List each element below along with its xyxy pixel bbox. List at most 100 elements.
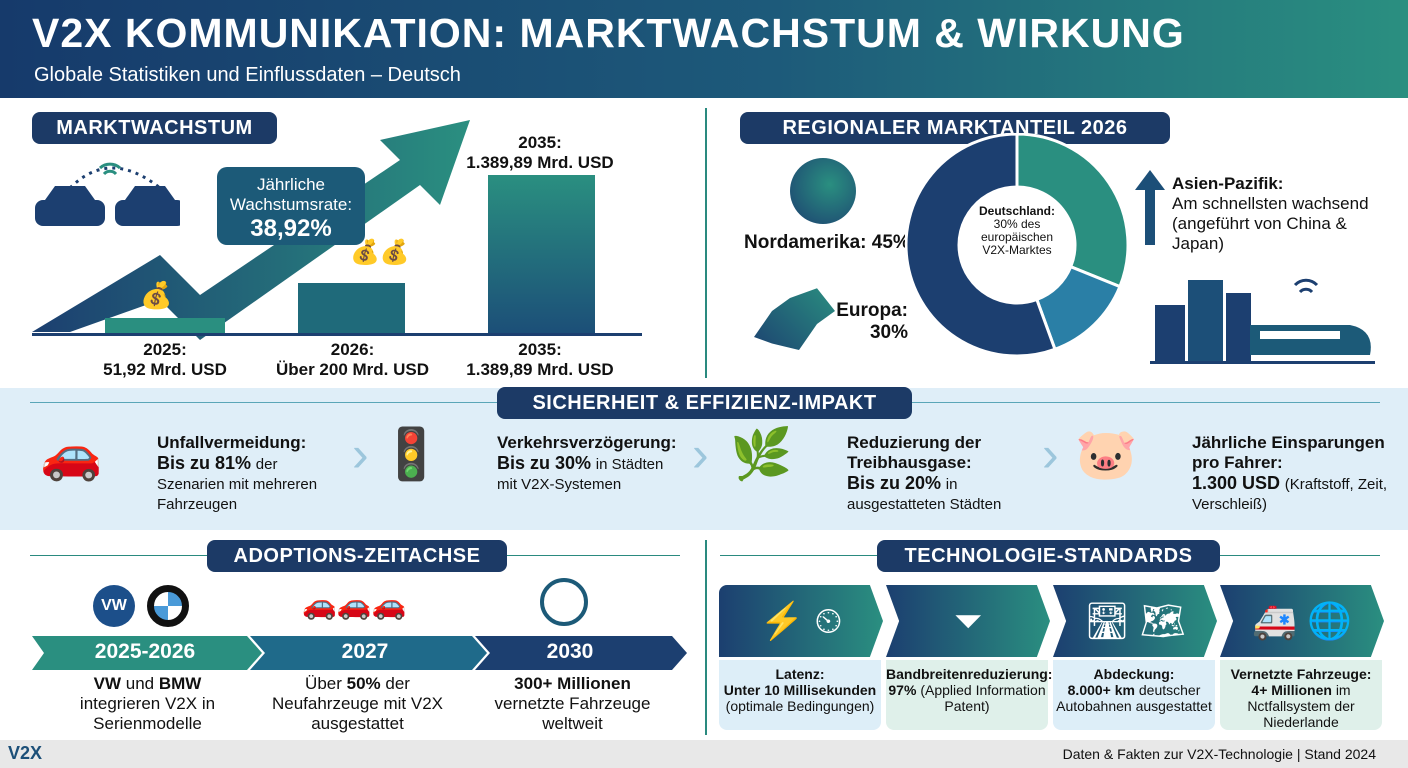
tech-title: Latenz: [775, 666, 825, 682]
impact-title: Verkehrsverzögerung: [497, 433, 677, 452]
bar-year: 2035: [518, 340, 562, 359]
impact-item: Unfallvermeidung: Bis zu 81% der Szenari… [157, 433, 342, 514]
impact-text: in Städten mit V2X-Systemen [497, 456, 664, 493]
bar-year: 2026: [330, 340, 375, 359]
bar-value: 51,92 Mrd. USD [103, 360, 227, 379]
impact-text: (Kraftstoff, Zeit, Verschleiß) [1192, 476, 1388, 513]
bar-label-2026: 2026: Über 200 Mrd. USD [260, 340, 445, 380]
money-bag-icon: 💰 [140, 280, 173, 310]
piggy-bank-icon: 🐷 [1075, 426, 1138, 482]
timeline-bar [32, 636, 687, 670]
cagr-callout: Jährliche Wachstumsrate: 38,92% [217, 167, 365, 245]
bar-2035 [488, 175, 595, 333]
tech-text: (optimale Bedingungen) [725, 698, 875, 714]
europe-map-icon [754, 288, 835, 350]
bar-label-2025: 2025: 51,92 Mrd. USD [80, 340, 250, 380]
tech-text: deutscher Autobahnen ausgestattet [1056, 682, 1212, 714]
chevron-right-icon: › [1042, 426, 1059, 482]
impact-item: Reduzierung der Treibhausgase: Bis zu 20… [847, 433, 1032, 514]
text: Über [305, 674, 347, 693]
tech-title: Bandbreitenreduzierung: [886, 666, 1053, 682]
timeline-step-text: Über 50% der Neufahrzeuge mit V2X ausgest… [265, 674, 450, 734]
cagr-value: 38,92% [250, 215, 332, 242]
asia-text: Am schnellsten wachsend (angeführt von C… [1172, 194, 1369, 253]
v2x-logo: V2X [8, 743, 43, 763]
bar-2025 [105, 318, 225, 333]
bar-value: Über 200 Mrd. USD [275, 360, 430, 379]
page-subtitle: Globale Statistiken und Einflussdaten – … [34, 64, 461, 86]
growth-arrow-icon [32, 120, 470, 340]
impact-item: Jährliche Einsparungen pro Fahrer: 1.300… [1192, 433, 1407, 514]
germany-text: 30% des europäischen V2X-Marktes [980, 217, 1054, 257]
car-shield-icon: 🚗 [40, 426, 103, 482]
impact-title: Unfallvermeidung: [157, 433, 307, 452]
tech-card: Latenz: Unter 10 Millisekunden (optimale… [719, 660, 881, 730]
timeline-step-text: 300+ Millionen vernetzte Fahrzeuge weltwe… [480, 674, 665, 734]
text: Neufahrzeuge mit V2X ausgestattet [271, 694, 444, 733]
asia-label: Asien-Pazifik: Am schnellsten wachsend (… [1172, 174, 1382, 254]
bar-value: 1.389,89 Mrd. USD [466, 360, 614, 379]
tech-icon: 🚑 🌐 [1220, 585, 1384, 657]
bold-text: VW [93, 674, 122, 693]
text: integrieren V2X in Serienmodelle [79, 694, 216, 733]
money-bags-icon: 💰💰 [350, 239, 410, 266]
timeline-step-label: 2025-2026 [94, 640, 196, 663]
divider [705, 108, 707, 378]
donut-chart [905, 133, 1130, 358]
tech-value: 8.000+ km [1067, 682, 1135, 698]
divider [705, 540, 707, 735]
cars-network-icon: 🚗🚗🚗 [302, 589, 407, 620]
text: vernetzte Fahrzeuge weltweit [494, 694, 651, 733]
vw-logo-icon: VW [93, 585, 135, 627]
bold-text: 50% [346, 674, 381, 693]
globe-icon [790, 158, 856, 224]
chevron-right-icon: › [352, 426, 369, 482]
text: und [121, 674, 159, 693]
impact-title: Jährliche Einsparungen pro Fahrer: [1192, 433, 1385, 472]
germany-label: Deutschland: 30% des europäischen V2X-Ma… [967, 205, 1067, 257]
impact-value: 1.300 USD [1192, 473, 1281, 493]
bar-label-2035: 2035: 1.389,89 Mrd. USD [455, 340, 625, 380]
tech-icon: 🛣 🗺 [1053, 585, 1217, 657]
timeline-step-text: VW und BMW integrieren V2X in Serienmodel… [55, 674, 240, 734]
footer: V2X Daten & Fakten zur V2X-Technologie |… [0, 740, 1408, 768]
europe-value: 30% [869, 322, 908, 343]
tech-value: 4+ Millionen [1251, 682, 1332, 698]
chevron-right-icon: › [692, 426, 709, 482]
tech-icon: ⏷ [886, 585, 1050, 657]
slice-asia [1015, 133, 1130, 289]
impact-text: in ausgestatteten Städten [847, 476, 1002, 513]
bmw-logo-icon [147, 585, 189, 627]
impact-item: Verkehrsverzögerung: Bis zu 30% in Städt… [497, 433, 682, 494]
top-label: 2035: 1.389,89 Mrd. USD [455, 133, 625, 173]
slice-north-america [905, 133, 1057, 358]
tech-card: Abdeckung: 8.000+ km deutscher Autobahne… [1053, 660, 1215, 730]
top-label-year: 2035: [518, 133, 562, 152]
clock-traffic-light-icon: 🚦 [380, 426, 443, 482]
adoption-heading: ADOPTIONS-ZEITACHSE [207, 540, 507, 572]
impact-title: Reduzierung der Treibhausgase: [847, 433, 982, 472]
page-title: V2X KOMMUNIKATION: MARKTWACHSTUM & WIRKU… [32, 10, 1185, 56]
impact-value: Bis zu 81% [157, 453, 252, 473]
europe-name: Europa: [836, 300, 908, 321]
timeline-step-label: 2030 [546, 640, 594, 663]
co2-car-icon: 🌿 [730, 426, 793, 482]
impact-text: der Szenarien mit mehreren Fahrzeugen [157, 456, 318, 513]
city-train-icon [1150, 278, 1375, 364]
tech-text: im Nctfallsystem der Niederlande [1247, 682, 1355, 730]
north-america-label: Nordamerika: 45% [744, 232, 910, 253]
baseline [32, 333, 642, 336]
text: der [380, 674, 410, 693]
bold-text: BMW [158, 674, 202, 693]
germany-title: Deutschland: [978, 204, 1055, 218]
tech-title: Abdeckung: [1093, 666, 1175, 682]
tech-icon: ⚡ ⏲ [719, 585, 883, 657]
header-banner: V2X KOMMUNIKATION: MARKTWACHSTUM & WIRKU… [0, 0, 1408, 98]
cagr-label: Jährliche Wachstumsrate: [229, 175, 353, 214]
bar-year: 2025: [143, 340, 187, 359]
market-heading: MARKTWACHSTUM [32, 112, 277, 144]
tech-value: Unter 10 Millisekunden [723, 682, 877, 698]
bold-text: 300+ Millionen [514, 674, 631, 693]
europe-label: Europa: 30% [835, 300, 908, 344]
asia-title: Asien-Pazifik: [1172, 174, 1284, 193]
